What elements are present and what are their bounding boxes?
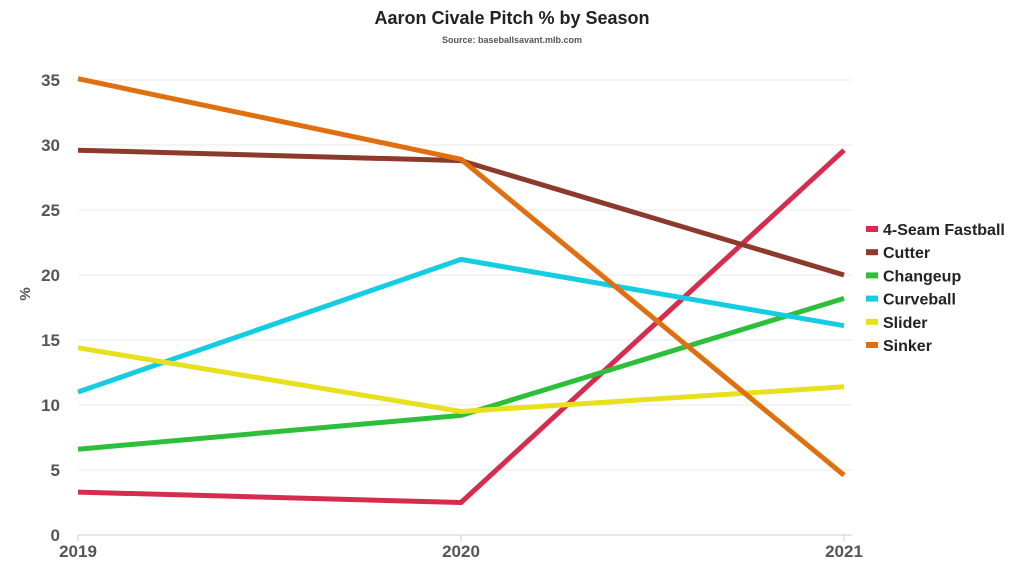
chart-subtitle: Source: baseballsavant.mlb.com [442, 35, 582, 45]
y-tick-label: 15 [41, 331, 60, 350]
x-tick-label: 2020 [442, 542, 480, 561]
series-line-curveball [77, 256, 845, 395]
legend-label: Cutter [883, 245, 930, 262]
legend-item-curveball[interactable]: Curveball [866, 292, 956, 309]
legend-swatch [866, 295, 878, 302]
legend-label: Sinker [883, 338, 932, 355]
legend-label: 4-Seam Fastball [883, 222, 1005, 239]
y-tick-label: 5 [51, 461, 60, 480]
y-axis-ticks: 0 5 10 15 20 25 30 35 [41, 71, 60, 545]
y-tick-label: 0 [51, 526, 60, 545]
y-tick-label: 25 [41, 201, 60, 220]
series-line-4-seam-fastball [77, 148, 846, 505]
y-axis-label: % [17, 287, 34, 300]
gridlines [78, 79, 852, 536]
legend-item-sinker[interactable]: Sinker [866, 338, 932, 355]
legend-swatch [866, 226, 878, 232]
series-lines [77, 76, 846, 505]
legend-item-4-seam-fastball[interactable]: 4-Seam Fastball [866, 222, 1005, 239]
series-line-changeup [77, 296, 845, 452]
legend-label: Curveball [883, 292, 956, 309]
y-tick-label: 10 [41, 396, 60, 415]
chart-title: Aaron Civale Pitch % by Season [374, 8, 649, 28]
legend-swatch [866, 272, 878, 279]
legend-item-slider[interactable]: Slider [866, 315, 927, 332]
legend[interactable]: 4-Seam Fastball Cutter Changeup Curveball Sl… [866, 222, 1005, 355]
x-tick-label: 2019 [59, 542, 97, 561]
series-line-sinker [77, 76, 846, 478]
legend-swatch [866, 342, 878, 348]
legend-item-changeup[interactable]: Changeup [866, 268, 961, 285]
y-tick-label: 35 [41, 71, 60, 90]
legend-item-cutter[interactable]: Cutter [866, 245, 930, 262]
x-tick-label: 2021 [825, 542, 863, 561]
x-axis-ticks: 2019 2020 2021 [59, 535, 863, 561]
legend-label: Changeup [883, 268, 961, 285]
y-tick-label: 30 [41, 136, 60, 155]
legend-label: Slider [883, 315, 927, 332]
legend-swatch [866, 249, 878, 256]
series-line-slider [77, 345, 845, 414]
legend-swatch [866, 318, 878, 325]
y-tick-label: 20 [41, 266, 60, 285]
